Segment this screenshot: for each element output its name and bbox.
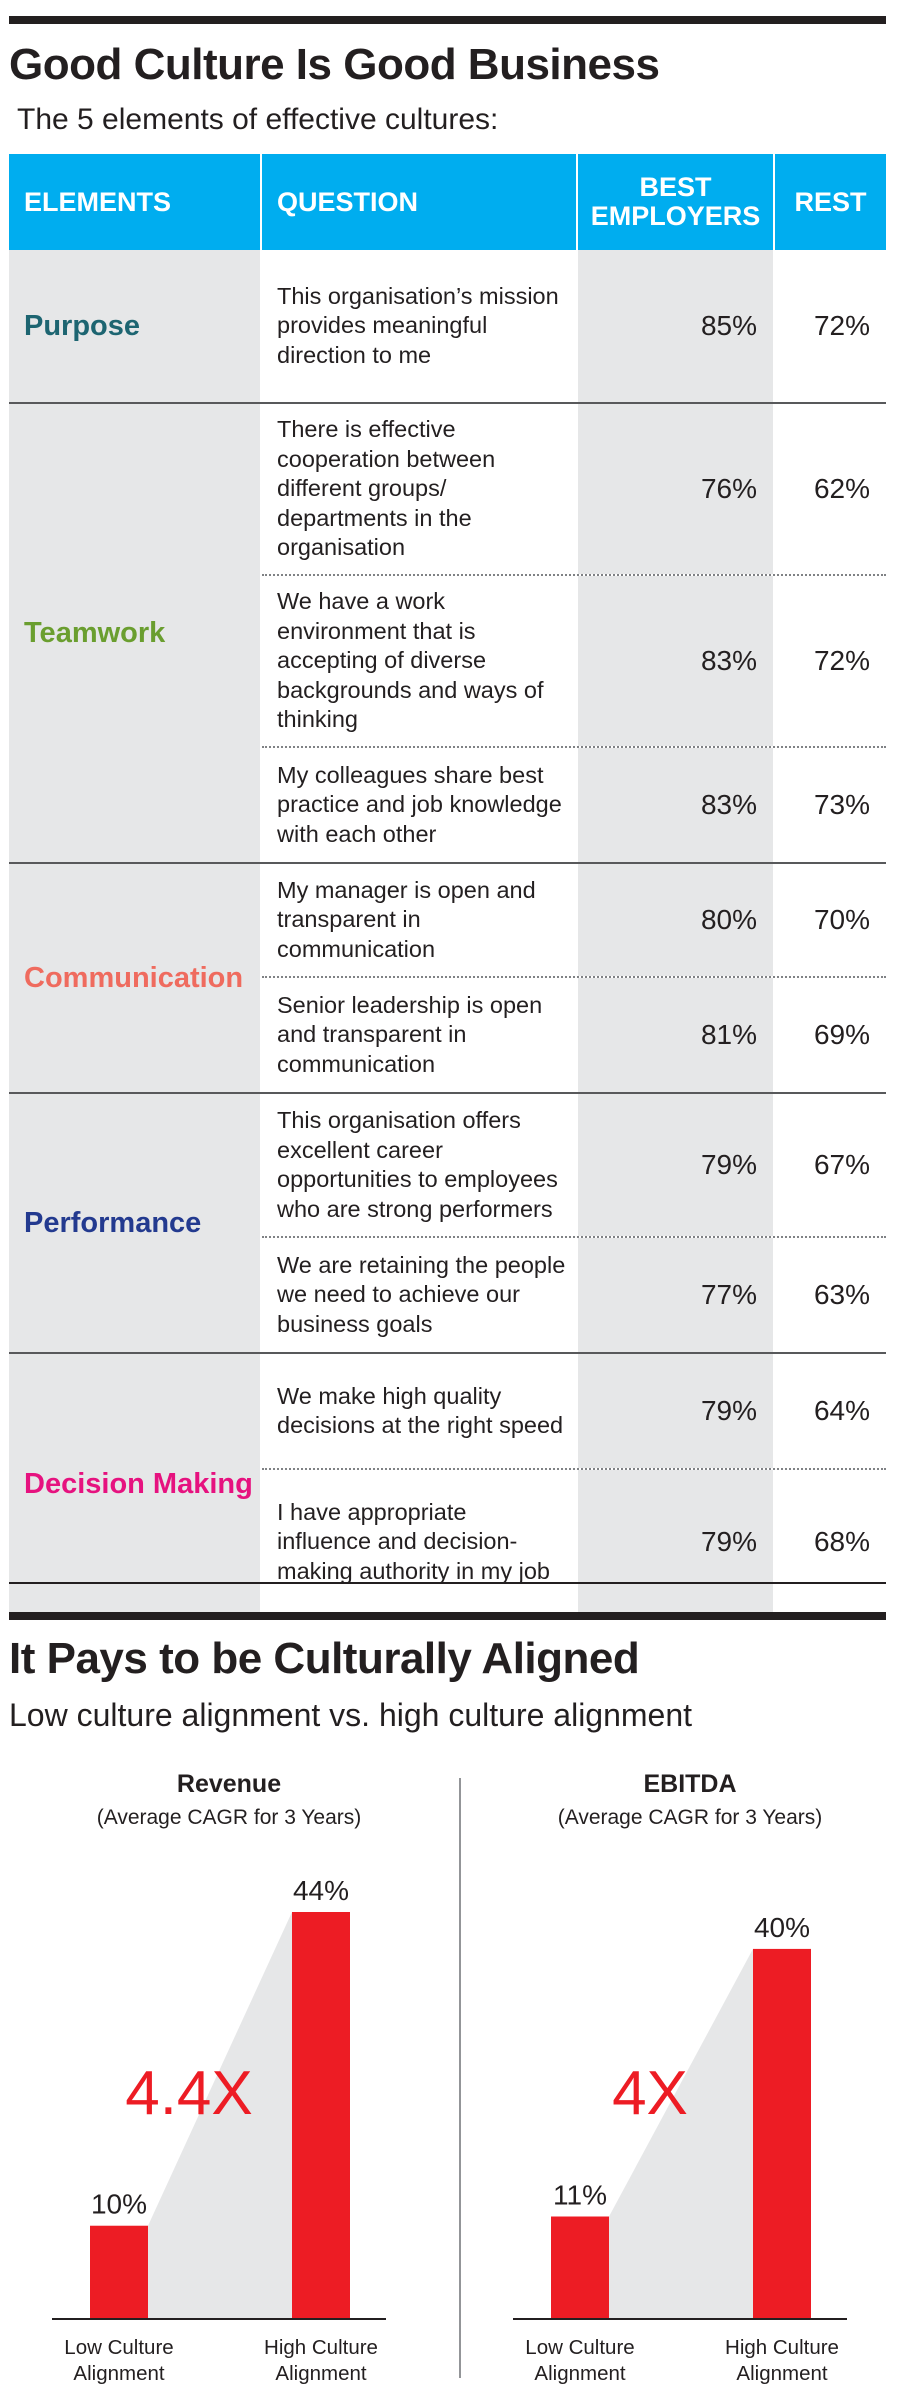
page-title: Good Culture Is Good Business bbox=[9, 40, 660, 89]
question-cell: My manager is open and transparent in co… bbox=[262, 864, 578, 976]
revenue-chart: Revenue (Average CAGR for 3 Years) 10% Lo… bbox=[9, 1770, 449, 2390]
table-row: There is effective cooperation between d… bbox=[262, 404, 886, 576]
multiplier-label: 4.4X bbox=[125, 2059, 253, 2128]
ebitda-chart-plot: 11% Low Culture Alignment 40% High Culture Al… bbox=[513, 1912, 847, 2385]
section2-subtitle: Low culture alignment vs. high culture a… bbox=[9, 1697, 693, 1733]
table-body: Purpose This organisation’s mission provi… bbox=[9, 250, 886, 1616]
table-header: ELEMENTS QUESTION BEST EMPLOYERS REST bbox=[9, 154, 886, 250]
culture-table: ELEMENTS QUESTION BEST EMPLOYERS REST Pu… bbox=[9, 154, 886, 1616]
high-alignment-bar bbox=[292, 1912, 350, 2318]
category-label: Alignment bbox=[275, 2362, 366, 2385]
table-row: This organisation offers excellent caree… bbox=[262, 1094, 886, 1238]
table-row: Senior leadership is open and transparen… bbox=[262, 978, 886, 1092]
rest-value: 72% bbox=[775, 576, 886, 746]
revenue-chart-subtitle: (Average CAGR for 3 Years) bbox=[96, 1806, 362, 1829]
element-group: Teamwork There is effective cooperation b… bbox=[9, 404, 886, 864]
element-group: Communication My manager is open and tran… bbox=[9, 864, 886, 1094]
rest-value: 68% bbox=[775, 1470, 886, 1614]
low-alignment-bar bbox=[90, 2225, 148, 2318]
rest-value: 72% bbox=[775, 250, 886, 402]
question-cell: Senior leadership is open and transparen… bbox=[262, 978, 578, 1092]
rest-value: 67% bbox=[775, 1094, 886, 1236]
rest-value: 63% bbox=[775, 1238, 886, 1352]
ebitda-chart-title: EBITDA bbox=[643, 1770, 737, 1798]
rest-value: 62% bbox=[775, 404, 886, 574]
question-cell: There is effective cooperation between d… bbox=[262, 404, 578, 574]
question-cell: This organisation’s mission provides mea… bbox=[262, 250, 578, 402]
element-label: Teamwork bbox=[9, 404, 262, 862]
ebitda-chart: EBITDA (Average CAGR for 3 Years) 11% Low… bbox=[470, 1770, 900, 2390]
header-best-line2: EMPLOYERS bbox=[590, 201, 761, 231]
ebitda-chart-subtitle: (Average CAGR for 3 Years) bbox=[557, 1806, 823, 1829]
header-elements: ELEMENTS bbox=[9, 154, 262, 250]
table-row: This organisation’s mission provides mea… bbox=[262, 250, 886, 402]
rest-value: 73% bbox=[775, 748, 886, 862]
question-cell: We make high quality decisions at the ri… bbox=[262, 1354, 578, 1468]
header-best-line1: BEST bbox=[639, 172, 712, 202]
header-rest: REST bbox=[794, 186, 867, 217]
bar-value-label: 10% bbox=[91, 2189, 147, 2220]
table-row: We make high quality decisions at the ri… bbox=[262, 1354, 886, 1470]
best-employers-value: 81% bbox=[578, 978, 775, 1092]
low-alignment-bar bbox=[551, 2216, 609, 2318]
table-bottom-rule bbox=[9, 1582, 886, 1584]
chart-divider bbox=[459, 1778, 461, 2378]
element-label: Purpose bbox=[9, 250, 262, 402]
growth-wedge bbox=[609, 1948, 753, 2318]
question-cell: We have a work environment that is accep… bbox=[262, 576, 578, 746]
element-group: Performance This organisation offers exce… bbox=[9, 1094, 886, 1354]
table-row: I have appropriate influence and decisio… bbox=[262, 1470, 886, 1614]
best-employers-value: 77% bbox=[578, 1238, 775, 1352]
best-employers-value: 79% bbox=[578, 1094, 775, 1236]
category-label: Low Culture bbox=[525, 2336, 634, 2359]
page-subtitle: The 5 elements of effective cultures: bbox=[17, 103, 499, 136]
element-group: Decision Making We make high quality deci… bbox=[9, 1354, 886, 1616]
category-label: High Culture bbox=[264, 2336, 378, 2359]
section-rule bbox=[9, 1612, 886, 1620]
element-group: Purpose This organisation’s mission provi… bbox=[9, 250, 886, 404]
element-label: Decision Making bbox=[9, 1354, 262, 1614]
best-employers-value: 83% bbox=[578, 576, 775, 746]
bar-value-label: 40% bbox=[754, 1912, 810, 1943]
rest-value: 64% bbox=[775, 1354, 886, 1468]
multiplier-label: 4X bbox=[612, 2059, 688, 2128]
rest-value: 69% bbox=[775, 978, 886, 1092]
question-cell: We are retaining the people we need to a… bbox=[262, 1238, 578, 1352]
best-employers-value: 76% bbox=[578, 404, 775, 574]
question-cell: I have appropriate influence and decisio… bbox=[262, 1470, 578, 1614]
revenue-chart-plot: 10% Low Culture Alignment 44% High Culture Al… bbox=[52, 1875, 386, 2385]
best-employers-value: 79% bbox=[578, 1470, 775, 1614]
bar-value-label: 44% bbox=[293, 1875, 349, 1906]
category-label: High Culture bbox=[725, 2336, 839, 2359]
table-row: My manager is open and transparent in co… bbox=[262, 864, 886, 978]
element-label: Performance bbox=[9, 1094, 262, 1352]
revenue-chart-title: Revenue bbox=[176, 1770, 282, 1798]
category-label: Alignment bbox=[73, 2362, 164, 2385]
section2-title: It Pays to be Culturally Aligned bbox=[9, 1634, 640, 1683]
high-alignment-bar bbox=[753, 1948, 811, 2318]
best-employers-value: 79% bbox=[578, 1354, 775, 1468]
table-row: We have a work environment that is accep… bbox=[262, 576, 886, 748]
category-label: Low Culture bbox=[64, 2336, 173, 2359]
best-employers-value: 83% bbox=[578, 748, 775, 862]
header-question: QUESTION bbox=[262, 154, 578, 250]
best-employers-value: 80% bbox=[578, 864, 775, 976]
category-label: Alignment bbox=[534, 2362, 625, 2385]
top-rule bbox=[9, 16, 886, 24]
table-row: We are retaining the people we need to a… bbox=[262, 1238, 886, 1352]
rest-value: 70% bbox=[775, 864, 886, 976]
header-best-employers: BEST EMPLOYERS bbox=[578, 154, 775, 250]
bar-value-label: 11% bbox=[553, 2180, 607, 2211]
question-cell: This organisation offers excellent caree… bbox=[262, 1094, 578, 1236]
element-label: Communication bbox=[9, 864, 262, 1092]
table-row: My colleagues share best practice and jo… bbox=[262, 748, 886, 862]
category-label: Alignment bbox=[736, 2362, 827, 2385]
question-cell: My colleagues share best practice and jo… bbox=[262, 748, 578, 862]
growth-wedge bbox=[148, 1912, 292, 2318]
best-employers-value: 85% bbox=[578, 250, 775, 402]
